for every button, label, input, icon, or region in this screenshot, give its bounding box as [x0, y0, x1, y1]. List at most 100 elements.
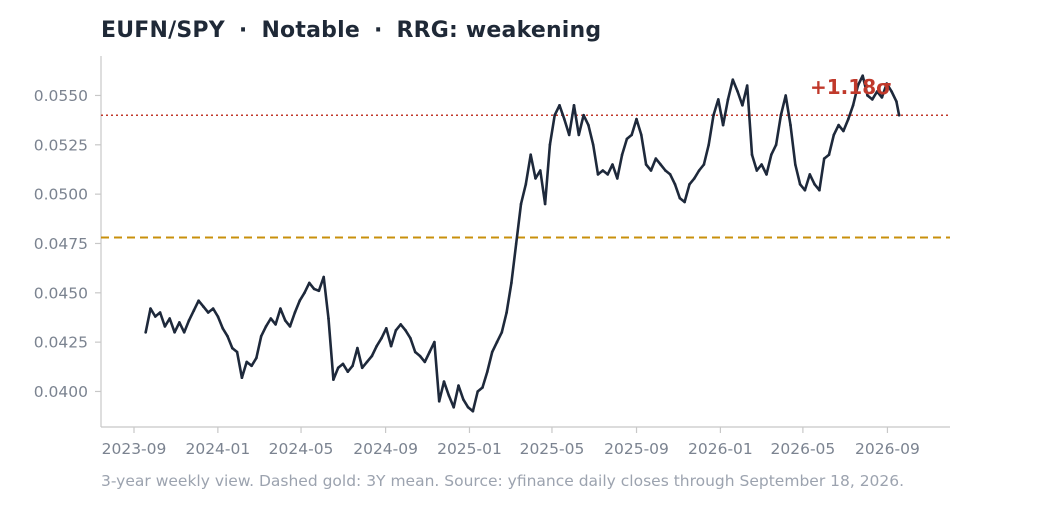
data-point — [885, 82, 889, 85]
data-point — [587, 123, 590, 127]
data-point — [433, 340, 436, 344]
data-point — [327, 317, 330, 320]
data-point — [606, 173, 609, 176]
data-point — [332, 378, 335, 381]
data-point — [548, 143, 552, 147]
data-point — [505, 311, 508, 314]
series-layer — [144, 74, 901, 413]
data-point — [558, 104, 561, 107]
data-point — [842, 129, 845, 133]
chart-axes: 0.0400 0.0425 0.0450 0.0475 0.0500 0.0525 0.05… — [34, 56, 950, 458]
data-point — [668, 173, 672, 176]
data-point — [572, 104, 576, 107]
data-point — [760, 163, 763, 166]
data-point — [341, 362, 345, 366]
x-tick-label: 2026-09 — [855, 440, 920, 458]
data-point — [206, 311, 210, 314]
data-point — [635, 117, 638, 121]
data-point — [346, 370, 350, 374]
data-point — [625, 137, 629, 141]
data-point — [385, 327, 388, 330]
annotations: +1.18σ — [810, 75, 892, 99]
chart-footnote: 3-year weekly view. Dashed gold: 3Y mean… — [101, 472, 905, 490]
data-point — [365, 360, 369, 364]
data-point — [553, 113, 556, 117]
y-tick-label: 0.0425 — [34, 334, 88, 352]
data-point — [822, 157, 826, 160]
data-point — [462, 398, 465, 401]
data-point — [712, 113, 715, 117]
data-point — [283, 319, 287, 322]
data-point — [158, 311, 162, 314]
data-point — [322, 275, 326, 279]
data-point — [279, 307, 282, 310]
data-point — [601, 169, 605, 172]
data-point — [529, 153, 532, 156]
data-point — [423, 360, 427, 364]
data-point — [418, 354, 422, 358]
data-point — [678, 196, 682, 200]
data-point — [481, 386, 484, 389]
data-point — [644, 163, 648, 166]
x-tick-label: 2025-05 — [520, 440, 585, 458]
data-point — [452, 406, 456, 409]
data-point — [375, 344, 379, 348]
data-point — [591, 143, 595, 147]
data-point — [897, 113, 901, 117]
data-point — [827, 153, 831, 156]
data-point — [539, 169, 542, 172]
data-point — [837, 123, 840, 127]
data-point — [173, 331, 176, 334]
data-point — [457, 384, 460, 387]
data-point — [510, 281, 513, 285]
data-point — [356, 346, 359, 350]
data-point — [808, 173, 812, 176]
data-point — [630, 133, 633, 137]
data-point — [731, 78, 735, 81]
data-point — [149, 307, 152, 310]
data-point — [255, 356, 258, 360]
data-point — [409, 336, 412, 340]
data-point — [519, 202, 523, 206]
data-point — [717, 98, 720, 101]
data-point — [298, 299, 302, 303]
data-point — [534, 177, 537, 180]
data-point — [380, 336, 383, 340]
data-point — [726, 98, 730, 101]
data-point — [847, 117, 850, 121]
data-point — [649, 169, 653, 172]
data-point — [851, 104, 855, 107]
data-point — [264, 325, 268, 328]
data-point — [360, 366, 364, 370]
data-point — [413, 350, 417, 354]
data-point — [490, 350, 494, 354]
x-tick-label: 2026-01 — [688, 440, 753, 458]
data-point — [163, 325, 167, 328]
reference-lines — [101, 114, 950, 239]
data-point — [351, 364, 354, 368]
data-point — [741, 104, 744, 107]
data-point — [442, 380, 446, 383]
data-point — [317, 289, 321, 293]
data-point — [211, 307, 215, 310]
data-point — [640, 133, 643, 137]
x-tick-label: 2025-09 — [604, 440, 669, 458]
data-point — [880, 96, 884, 99]
data-point — [447, 394, 451, 397]
data-point — [813, 183, 816, 186]
series-line — [144, 74, 901, 413]
data-point — [693, 177, 696, 180]
data-point — [707, 143, 710, 147]
y-tick-label: 0.0475 — [34, 235, 88, 253]
data-point — [895, 100, 898, 103]
data-point — [683, 200, 686, 204]
data-point — [832, 133, 836, 137]
data-point — [154, 315, 157, 318]
data-point — [514, 242, 518, 245]
data-point — [187, 319, 191, 322]
data-point — [192, 309, 196, 312]
data-point — [235, 350, 239, 354]
data-point — [269, 317, 273, 320]
data-point — [697, 169, 701, 172]
